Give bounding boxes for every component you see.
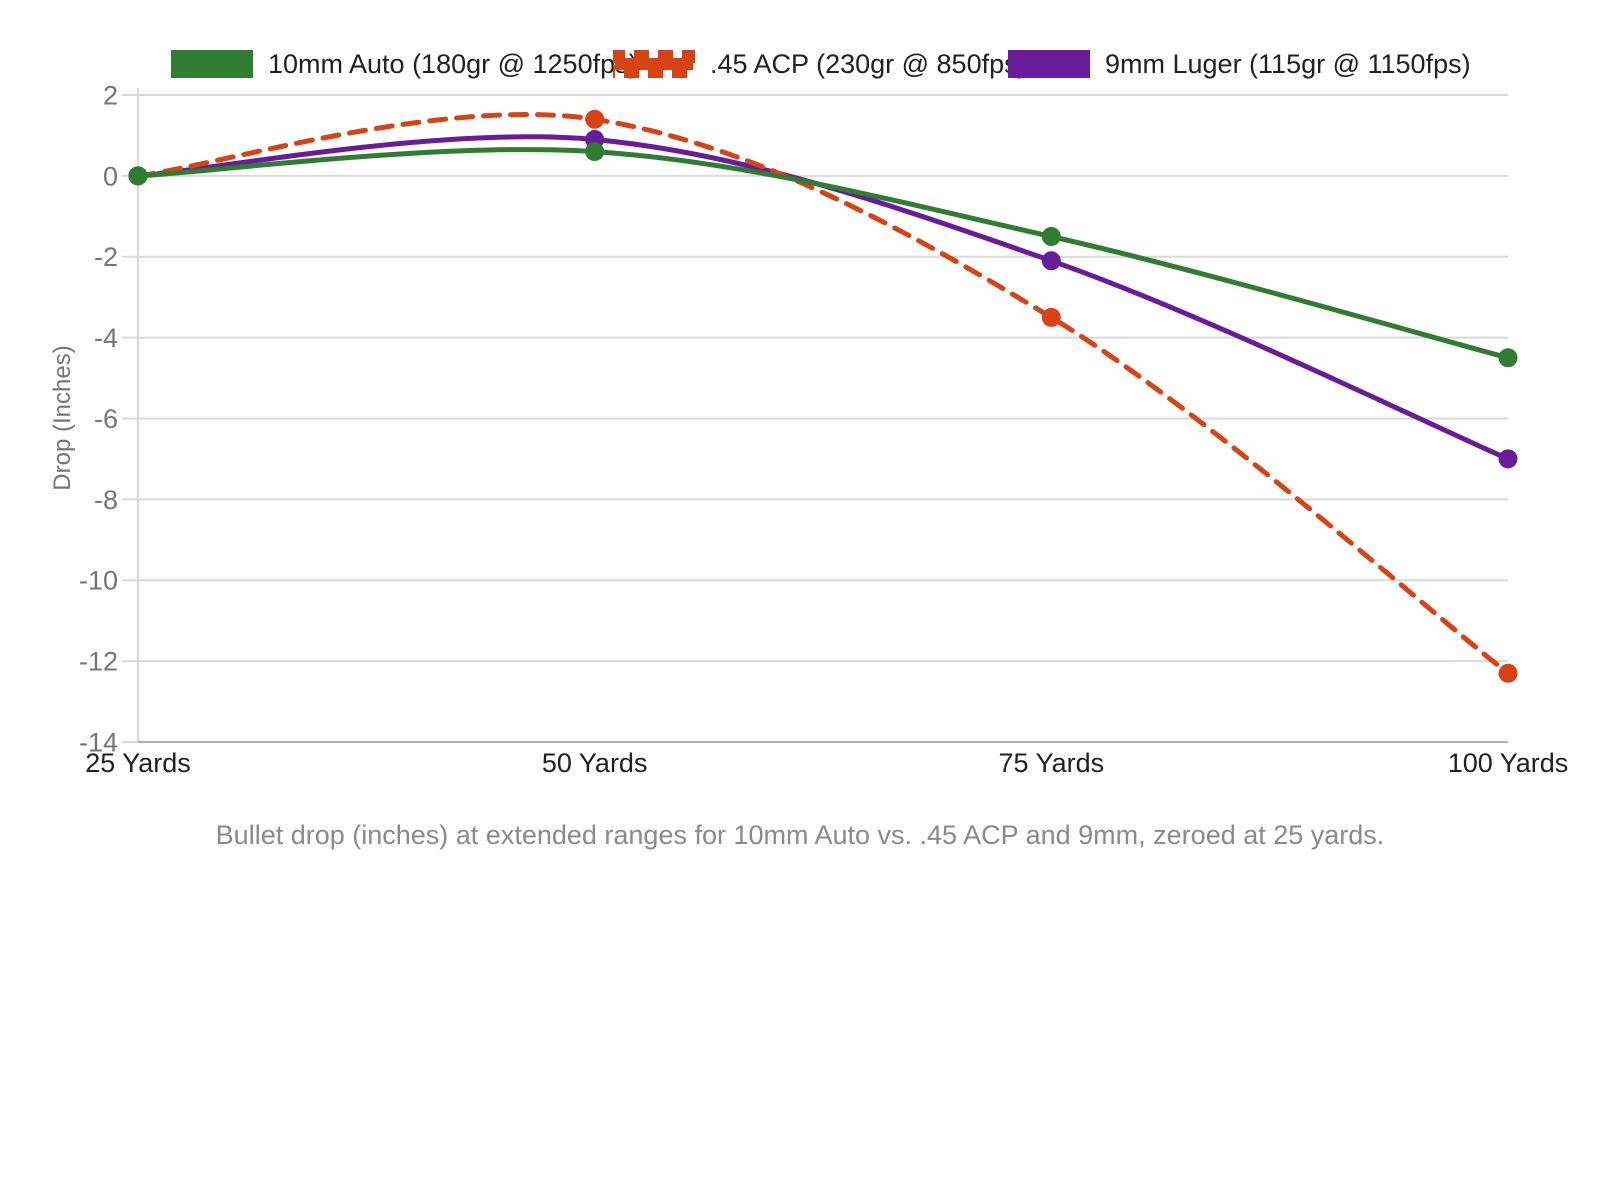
legend-item-9mm-luger: 9mm Luger (115gr @ 1150fps) xyxy=(1008,50,1471,78)
y-tick-label: -2 xyxy=(94,242,118,272)
data-point-10mm-auto-4 xyxy=(1498,348,1518,368)
legend-label-45-acp: .45 ACP (230gr @ 850fps) xyxy=(710,49,1027,79)
legend-swatch-45-acp xyxy=(613,50,695,78)
data-point-45-acp-4 xyxy=(1498,663,1518,683)
legend-item-10mm-auto: 10mm Auto (180gr @ 1250fps) xyxy=(171,50,638,78)
data-point-10mm-auto-1 xyxy=(128,166,148,186)
data-point-10mm-auto-2 xyxy=(585,142,605,162)
chart-legend: 10mm Auto (180gr @ 1250fps) .45 ACP (230… xyxy=(0,0,1600,90)
legend-label-10mm-auto: 10mm Auto (180gr @ 1250fps) xyxy=(268,49,638,79)
chart-caption: Bullet drop (inches) at extended ranges … xyxy=(215,820,1385,850)
y-tick-label: -10 xyxy=(79,566,118,596)
data-point-45-acp-2 xyxy=(585,109,605,129)
y-axis-title: Drop (Inches) xyxy=(49,345,76,491)
data-point-45-acp-3 xyxy=(1041,307,1061,327)
x-tick-label: 50 Yards xyxy=(542,748,648,778)
x-tick-label: 100 Yards xyxy=(1448,748,1569,778)
legend-item-45-acp: .45 ACP (230gr @ 850fps) xyxy=(613,50,1027,78)
y-tick-label: 0 xyxy=(103,161,118,191)
x-tick-label: 25 Yards xyxy=(85,748,191,778)
x-tick-label: 75 Yards xyxy=(999,748,1105,778)
legend-swatch-10mm-auto xyxy=(171,50,253,78)
legend-swatch-9mm-luger xyxy=(1008,50,1090,78)
series-line-10mm-auto xyxy=(135,147,1511,361)
y-tick-label: -4 xyxy=(94,323,118,353)
data-point-9mm-luger-4 xyxy=(1498,449,1518,469)
data-point-10mm-auto-3 xyxy=(1041,227,1061,246)
y-tick-label: -8 xyxy=(94,485,118,515)
y-tick-label: 2 xyxy=(103,80,118,110)
y-tick-label: -6 xyxy=(94,404,118,434)
legend-label-9mm-luger: 9mm Luger (115gr @ 1150fps) xyxy=(1105,49,1471,79)
y-tick-label: -12 xyxy=(79,647,118,677)
series-line-45-acp xyxy=(135,112,1511,676)
data-point-9mm-luger-3 xyxy=(1041,251,1061,271)
y-tick-label: -14 xyxy=(79,727,118,757)
